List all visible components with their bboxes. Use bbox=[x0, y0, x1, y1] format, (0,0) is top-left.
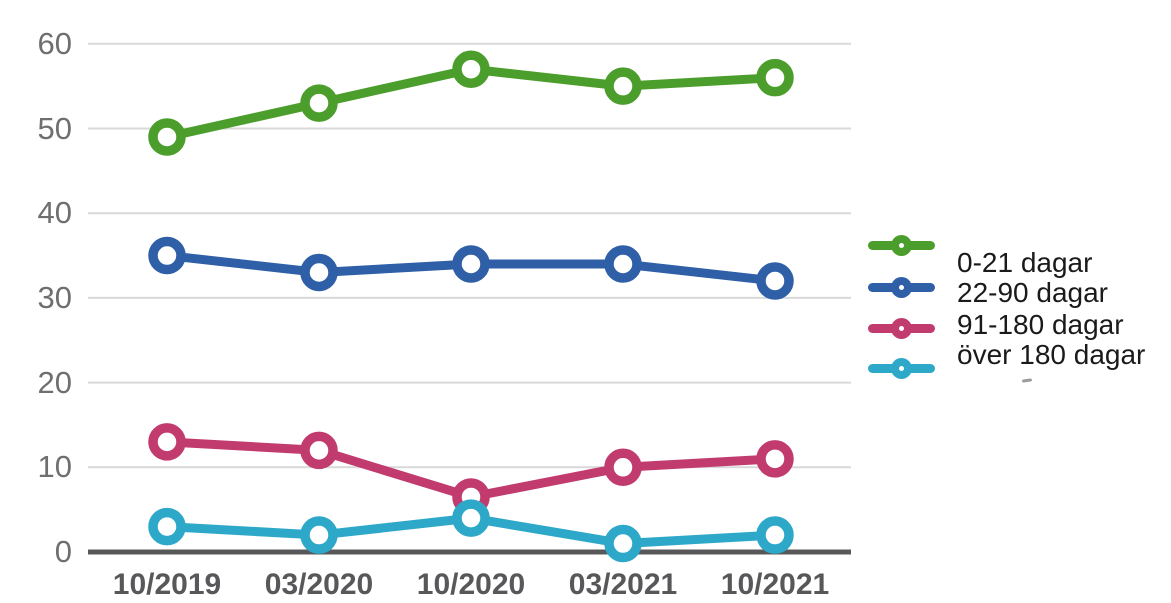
y-axis-tick-label: 50 bbox=[37, 110, 72, 146]
y-axis-tick-label: 30 bbox=[37, 279, 72, 315]
data-point-marker-0-21-dagar-10/2021 bbox=[756, 58, 794, 97]
data-point-marker-91-180-dagar-10/2019 bbox=[148, 423, 186, 461]
data-point-marker-22-90-dagar-10/2021 bbox=[756, 262, 794, 300]
legend-swatch-dot--ver-180-dagar bbox=[899, 365, 904, 371]
data-point-marker-0-21-dagar-03/2020 bbox=[300, 84, 338, 122]
legend-swatch-dot-0-21-dagar bbox=[899, 242, 904, 248]
y-axis-tick-label: 0 bbox=[54, 534, 72, 569]
data-point-marker--ver-180-dagar-10/2021 bbox=[756, 516, 794, 554]
data-point-marker-22-90-dagar-03/2021 bbox=[604, 245, 642, 283]
data-point-marker--ver-180-dagar-03/2021 bbox=[604, 524, 642, 563]
data-point-marker-0-21-dagar-10/2019 bbox=[148, 118, 186, 156]
data-point-marker-91-180-dagar-10/2021 bbox=[756, 440, 794, 478]
x-axis-tick-label: 10/2021 bbox=[720, 568, 830, 601]
x-axis-tick-label: 03/2020 bbox=[264, 568, 374, 601]
x-axis-tick-label: 10/2020 bbox=[416, 568, 526, 601]
data-point-marker-22-90-dagar-10/2019 bbox=[148, 236, 186, 275]
data-point-marker-91-180-dagar-03/2021 bbox=[604, 448, 642, 487]
data-point-marker--ver-180-dagar-10/2019 bbox=[148, 507, 186, 546]
legend-label-91-180-dagar: 91-180 dagar bbox=[957, 309, 1124, 340]
y-axis-tick-label: 60 bbox=[37, 25, 72, 61]
y-axis-tick-label: 40 bbox=[37, 195, 72, 231]
data-point-marker-22-90-dagar-10/2020 bbox=[452, 245, 490, 283]
legend-label-0-21-dagar: 0-21 dagar bbox=[957, 247, 1093, 278]
legend-label-22-90-dagar: 22-90 dagar bbox=[957, 277, 1109, 308]
y-axis-tick-label: 10 bbox=[37, 449, 72, 485]
data-point-marker-91-180-dagar-03/2020 bbox=[300, 431, 338, 470]
data-point-marker--ver-180-dagar-03/2020 bbox=[300, 516, 338, 554]
data-point-marker-0-21-dagar-10/2020 bbox=[452, 50, 490, 88]
legend-label--ver-180-dagar: över 180 dagar bbox=[957, 339, 1146, 370]
y-axis-tick-label: 20 bbox=[37, 364, 72, 400]
data-point-marker-22-90-dagar-03/2020 bbox=[300, 253, 338, 292]
data-point-marker--ver-180-dagar-10/2020 bbox=[452, 499, 490, 537]
legend-swatch-dot-91-180-dagar bbox=[899, 325, 904, 331]
x-axis-tick-label: 03/2021 bbox=[568, 568, 678, 601]
legend-swatch-dot-22-90-dagar bbox=[899, 284, 904, 290]
data-point-marker-0-21-dagar-03/2021 bbox=[604, 67, 642, 105]
x-axis-tick-label: 10/2019 bbox=[112, 568, 222, 601]
